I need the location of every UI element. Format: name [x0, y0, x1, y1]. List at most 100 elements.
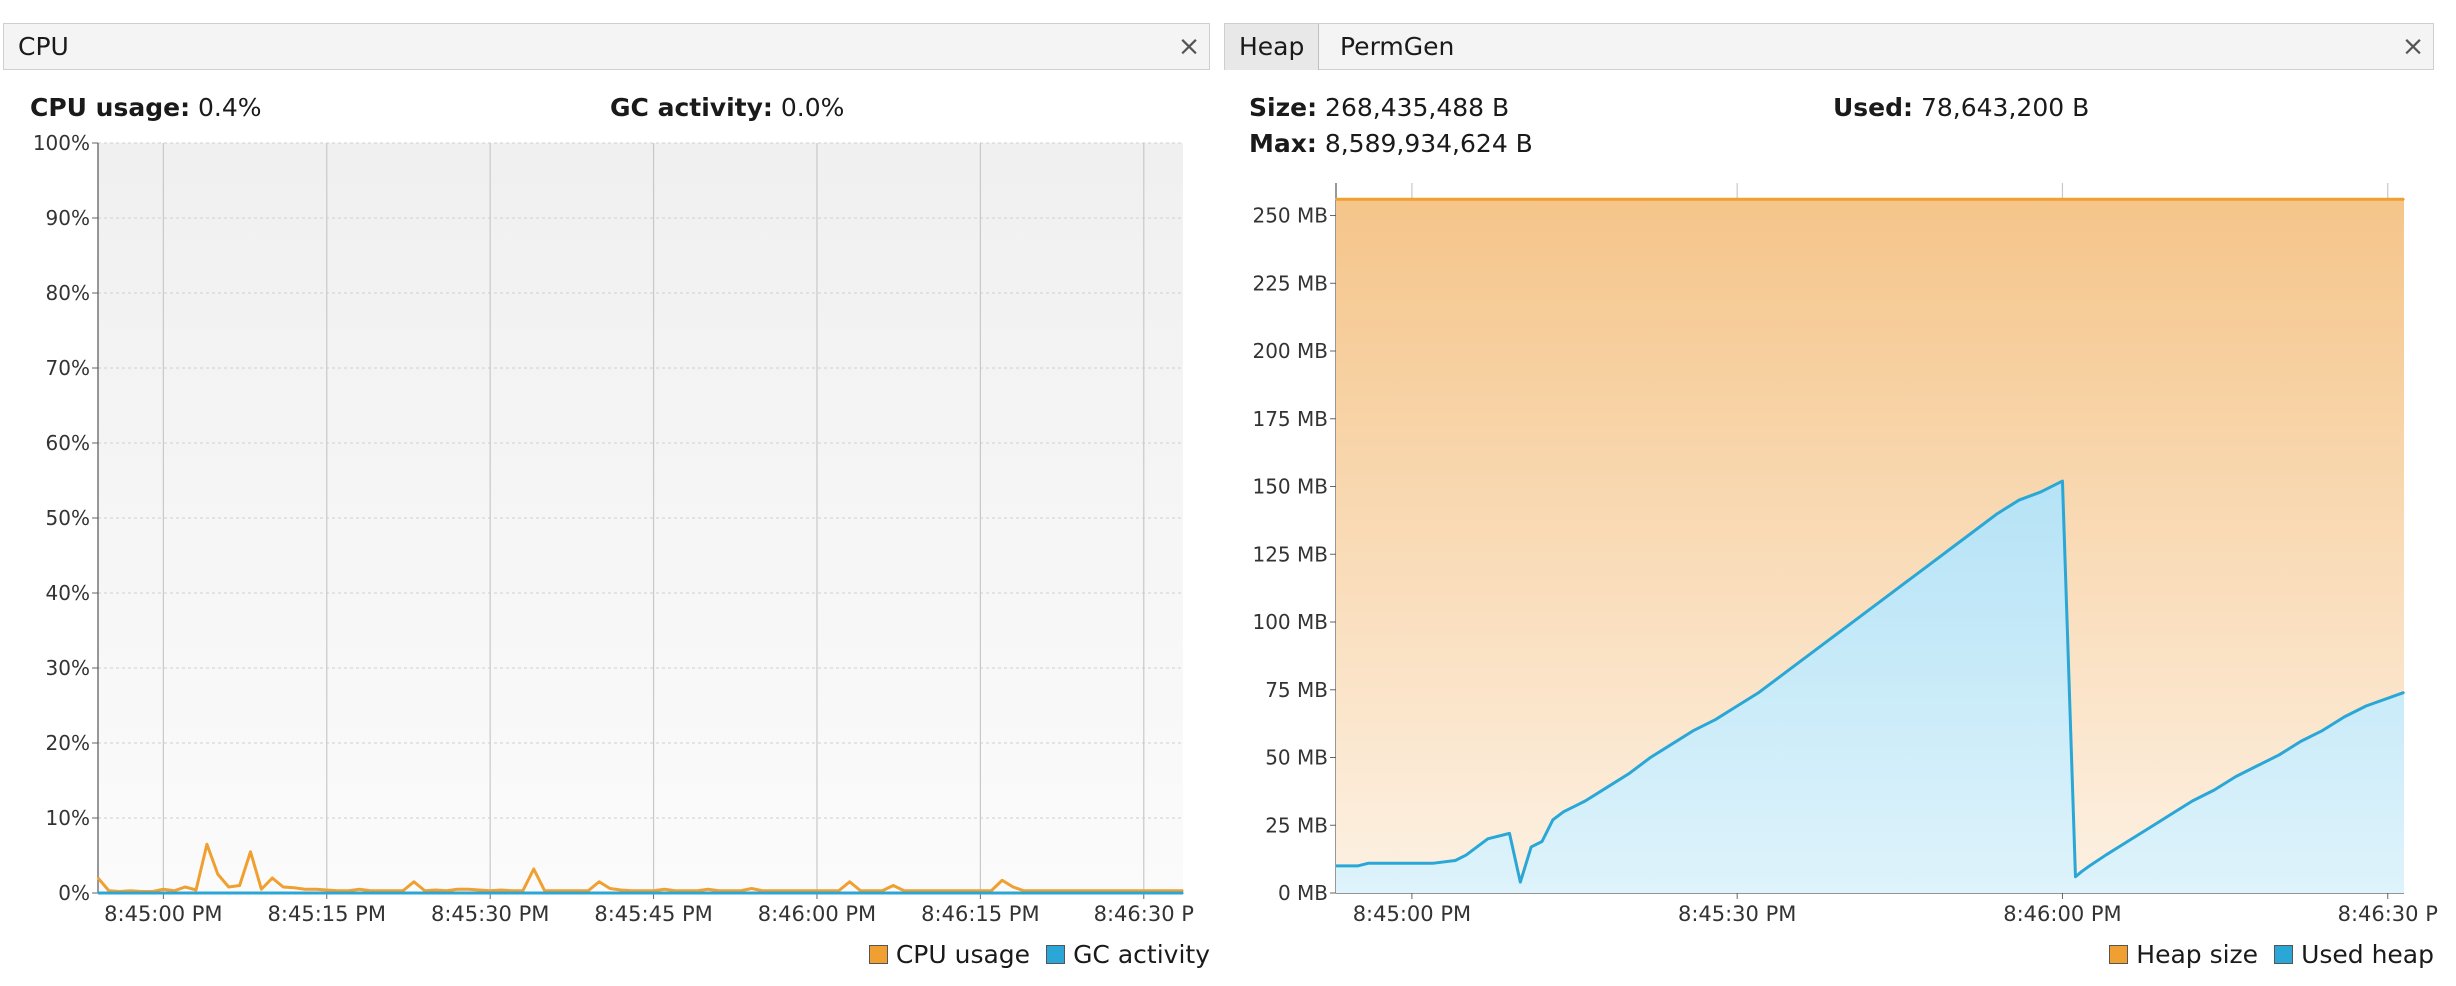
used-heap-point	[1367, 862, 1370, 864]
tab-permgen[interactable]: PermGen	[1340, 32, 1455, 61]
used-heap-point	[1627, 772, 1630, 775]
cpu-usage-point	[674, 889, 677, 892]
cpu-usage-value: 0.4%	[198, 93, 262, 122]
cpu-usage-point	[848, 880, 851, 883]
cpu-usage-point	[729, 889, 731, 892]
heap-size-stat: Size: 268,435,488 B	[1249, 93, 1509, 122]
x-tick-label: 8:45:30 PM	[1678, 902, 1796, 926]
cpu-usage-label: CPU usage:	[30, 93, 191, 122]
cpu-usage-point	[576, 889, 579, 892]
heap-tab-bar: Heap PermGen ×	[1224, 23, 2434, 70]
y-tick-label: 225 MB	[1252, 271, 1328, 295]
used-heap-point	[1552, 819, 1554, 821]
y-tick-label: 90%	[46, 206, 90, 230]
x-tick-label: 8:45:15 PM	[268, 902, 386, 926]
cpu-usage-point	[511, 889, 513, 892]
x-tick-label: 8:45:45 PM	[594, 902, 712, 926]
close-icon[interactable]: ×	[2401, 31, 2425, 62]
used-heap-point	[2074, 875, 2077, 878]
cpu-usage-point	[271, 877, 274, 879]
used-heap-point	[2213, 789, 2216, 791]
cpu-usage-point	[827, 889, 829, 892]
x-tick-label: 8:46:00 PM	[2003, 902, 2121, 926]
cpu-usage-point	[946, 889, 949, 892]
cpu-usage-point	[402, 889, 404, 892]
used-heap-point	[2081, 870, 2083, 873]
cpu-usage-point	[718, 889, 720, 892]
used-heap-point	[2235, 775, 2237, 778]
used-heap-point	[1779, 675, 1782, 678]
heap-size-swatch	[2109, 945, 2129, 964]
cpu-usage-point	[500, 889, 502, 891]
legend-item-gc-activity: GC activity	[1046, 940, 1210, 969]
cpu-usage-point	[707, 888, 709, 891]
used-heap-point	[2256, 764, 2259, 767]
legend-label: GC activity	[1073, 940, 1210, 969]
cpu-usage-point	[195, 889, 197, 891]
cpu-usage-point	[1182, 889, 1184, 892]
y-tick-label: 50 MB	[1265, 746, 1328, 770]
cpu-usage-point	[336, 889, 339, 892]
used-heap-point	[2278, 753, 2281, 756]
x-tick-label: 8:46:30 P	[1094, 902, 1194, 926]
cpu-usage-point	[837, 889, 840, 892]
heap-max-value: 8,589,934,624 B	[1324, 129, 1533, 158]
cpu-usage-point	[881, 889, 884, 892]
used-heap-point	[1996, 512, 1999, 515]
cpu-usage-point	[957, 889, 960, 892]
cpu-usage-point	[892, 884, 895, 887]
cpu-usage-point	[805, 889, 807, 892]
cpu-usage-swatch	[868, 945, 888, 964]
cpu-usage-point	[1034, 889, 1036, 892]
used-heap-point	[1454, 859, 1457, 862]
cpu-usage-point	[108, 889, 110, 892]
cpu-usage-point	[445, 889, 448, 892]
cpu-usage-point	[925, 889, 927, 892]
cpu-usage-point	[391, 889, 393, 892]
used-heap-point	[1823, 642, 1825, 645]
gc-activity-swatch	[1046, 945, 1066, 964]
cpu-usage-point	[1088, 889, 1091, 892]
cpu-usage-point	[598, 880, 600, 883]
used-heap-point	[2403, 691, 2405, 694]
y-tick-label: 50%	[46, 506, 90, 530]
cpu-usage-point	[206, 843, 208, 846]
x-tick-label: 8:46:15 PM	[921, 902, 1039, 926]
used-heap-point	[1562, 810, 1565, 813]
used-heap-point	[1671, 743, 1673, 745]
cpu-usage-line	[96, 842, 1183, 893]
heap-used-stat: Used: 78,643,200 B	[1833, 93, 2089, 122]
cpu-usage-point	[1153, 889, 1156, 892]
used-heap-point	[1801, 659, 1804, 661]
cpu-usage-point	[652, 889, 655, 892]
cpu-usage-point	[783, 889, 786, 892]
cpu-usage-point	[739, 889, 742, 892]
tab-cpu[interactable]: CPU	[18, 32, 69, 61]
cpu-usage-point	[903, 889, 905, 892]
tab-heap[interactable]: Heap	[1225, 24, 1320, 70]
legend-label: CPU usage	[895, 940, 1031, 969]
cpu-usage-point	[260, 888, 263, 891]
cpu-usage-point	[772, 889, 775, 892]
heap-legend: Heap size Used heap	[2093, 940, 2434, 969]
close-icon[interactable]: ×	[1177, 31, 1201, 62]
gc-activity-value: 0.0%	[780, 93, 845, 122]
cpu-usage-point	[97, 877, 99, 879]
legend-label: Heap size	[2136, 940, 2259, 969]
cpu-tab-bar: CPU ×	[3, 23, 1210, 70]
cpu-usage-point	[1121, 889, 1123, 892]
used-heap-point	[1335, 865, 1337, 867]
used-heap-point	[2343, 716, 2346, 718]
cpu-usage-point	[304, 888, 306, 891]
used-heap-point	[2321, 729, 2324, 732]
cpu-usage-point	[696, 889, 698, 892]
used-heap-point	[2018, 499, 2020, 501]
cpu-usage-point	[478, 889, 481, 891]
cpu-usage-point	[162, 888, 165, 891]
gc-activity-label: GC activity:	[610, 93, 773, 122]
used-heap-point	[1693, 729, 1695, 732]
cpu-usage-point	[489, 889, 491, 892]
used-heap-point	[1432, 862, 1435, 864]
used-heap-point	[1606, 786, 1608, 789]
legend-label: Used heap	[2301, 940, 2434, 969]
